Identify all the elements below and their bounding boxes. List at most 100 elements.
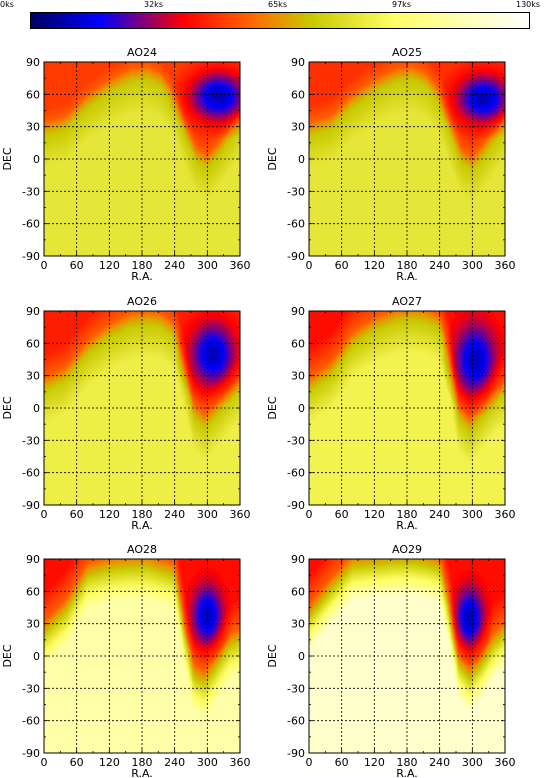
y-tick-label: 90: [26, 553, 40, 566]
colorbar: 0ks 32ks 65ks 97ks 130ks: [0, 0, 548, 36]
x-tick-label: 240: [429, 259, 450, 272]
x-tick-label: 60: [335, 508, 349, 521]
x-tick-label: 0: [306, 259, 313, 272]
x-tick-label: 120: [364, 259, 385, 272]
x-axis-label: R.A.: [131, 519, 153, 532]
y-tick-label: 0: [298, 402, 305, 415]
panel-ao27: AO27 0 60 120 180 240 300 360 -90 -60 -30 0 30 60 90 R.…: [266, 295, 516, 532]
y-tick-label: -30: [22, 185, 40, 198]
y-tick-label: 0: [298, 650, 305, 663]
panel-title: AO26: [127, 295, 157, 308]
x-tick-label: 180: [132, 259, 153, 272]
colorbar-tick-2: 65ks: [268, 0, 287, 9]
y-tick-label: -90: [287, 747, 305, 760]
y-tick-label: 60: [26, 337, 40, 350]
y-tick-label: -60: [287, 218, 305, 231]
y-tick-label: 90: [26, 305, 40, 318]
x-tick-label: 180: [397, 756, 418, 769]
x-axis-label: R.A.: [396, 519, 418, 532]
x-axis-label: R.A.: [396, 270, 418, 283]
y-tick-label: -90: [22, 747, 40, 760]
y-tick-label: 30: [291, 370, 305, 383]
y-axis-label: DEC: [266, 644, 279, 667]
x-tick-label: 360: [230, 508, 251, 521]
y-tick-label: 0: [33, 650, 40, 663]
x-tick-label: 120: [99, 756, 120, 769]
colorbar-gradient: [30, 12, 530, 29]
x-tick-label: 120: [99, 259, 120, 272]
x-tick-label: 0: [41, 259, 48, 272]
y-tick-label: -90: [22, 499, 40, 512]
panel-title: AO28: [127, 543, 157, 556]
panel-ao25: AO25 0 60 120 180 240 300 360 -90 -60 -30 0 30 60 90 R.…: [266, 46, 516, 283]
x-tick-label: 360: [495, 756, 516, 769]
y-tick-label: -60: [22, 218, 40, 231]
x-axis-label: R.A.: [131, 270, 153, 283]
panel-ao24: AO24 0 60 120 180 240 300 360 -90 -60 -30 0 30 60 90 R.…: [1, 46, 251, 283]
x-tick-label: 300: [462, 756, 483, 769]
y-tick-label: 30: [26, 121, 40, 134]
colorbar-tick-4: 130ks: [516, 0, 541, 9]
y-tick-label: 0: [298, 153, 305, 166]
y-tick-label: -60: [287, 715, 305, 728]
panel-title: AO24: [127, 46, 157, 59]
y-tick-label: -30: [22, 434, 40, 447]
y-tick-label: -30: [22, 682, 40, 695]
y-tick-label: 30: [291, 618, 305, 631]
x-tick-label: 60: [70, 756, 84, 769]
x-tick-label: 180: [397, 259, 418, 272]
y-tick-label: 30: [26, 618, 40, 631]
x-tick-label: 60: [335, 756, 349, 769]
colorbar-tick-1: 32ks: [144, 0, 163, 9]
x-tick-label: 0: [41, 508, 48, 521]
panel-ao29: AO29 0 60 120 180 240 300 360 -90 -60 -30 0 30 60 90 R.…: [266, 543, 516, 778]
y-tick-label: -90: [287, 250, 305, 263]
panel-title: AO25: [392, 46, 422, 59]
panel-title: AO29: [392, 543, 422, 556]
panel-title: AO27: [392, 295, 422, 308]
y-tick-label: 60: [291, 585, 305, 598]
y-axis-label: DEC: [1, 396, 14, 419]
y-tick-label: -30: [287, 185, 305, 198]
x-axis-label: R.A.: [131, 767, 153, 778]
x-tick-label: 240: [164, 756, 185, 769]
x-tick-label: 240: [429, 756, 450, 769]
x-tick-label: 300: [197, 259, 218, 272]
y-tick-label: 90: [291, 553, 305, 566]
y-tick-label: -60: [22, 715, 40, 728]
x-tick-label: 360: [495, 259, 516, 272]
colorbar-tick-0: 0ks: [0, 0, 14, 9]
y-axis-label: DEC: [266, 147, 279, 170]
y-axis-label: DEC: [1, 644, 14, 667]
x-tick-label: 0: [306, 756, 313, 769]
x-tick-label: 180: [132, 756, 153, 769]
x-tick-label: 60: [70, 508, 84, 521]
x-tick-label: 120: [364, 508, 385, 521]
panel-ao28: AO28 0 60 120 180 240 300 360 -90 -60 -30 0 30 60 90 R.…: [1, 543, 251, 778]
x-tick-label: 120: [364, 756, 385, 769]
y-tick-label: -60: [287, 467, 305, 480]
x-tick-label: 360: [495, 508, 516, 521]
panel-ao26: AO26 0 60 120 180 240 300 360 -90 -60 -30 0 30 60 90 R.…: [1, 295, 251, 532]
x-tick-label: 360: [230, 756, 251, 769]
x-tick-label: 300: [197, 756, 218, 769]
y-tick-label: -90: [287, 499, 305, 512]
x-tick-label: 360: [230, 259, 251, 272]
y-tick-label: 90: [291, 56, 305, 69]
x-tick-label: 300: [462, 259, 483, 272]
x-tick-label: 120: [99, 508, 120, 521]
y-tick-label: 60: [26, 88, 40, 101]
x-tick-label: 240: [429, 508, 450, 521]
y-tick-label: 30: [26, 370, 40, 383]
x-tick-label: 60: [335, 259, 349, 272]
x-tick-label: 300: [197, 508, 218, 521]
y-tick-label: -30: [287, 434, 305, 447]
x-tick-label: 180: [397, 508, 418, 521]
x-tick-label: 240: [164, 508, 185, 521]
x-tick-label: 0: [41, 756, 48, 769]
x-tick-label: 240: [164, 259, 185, 272]
y-tick-label: 60: [291, 88, 305, 101]
y-tick-label: 60: [291, 337, 305, 350]
x-tick-label: 0: [306, 508, 313, 521]
